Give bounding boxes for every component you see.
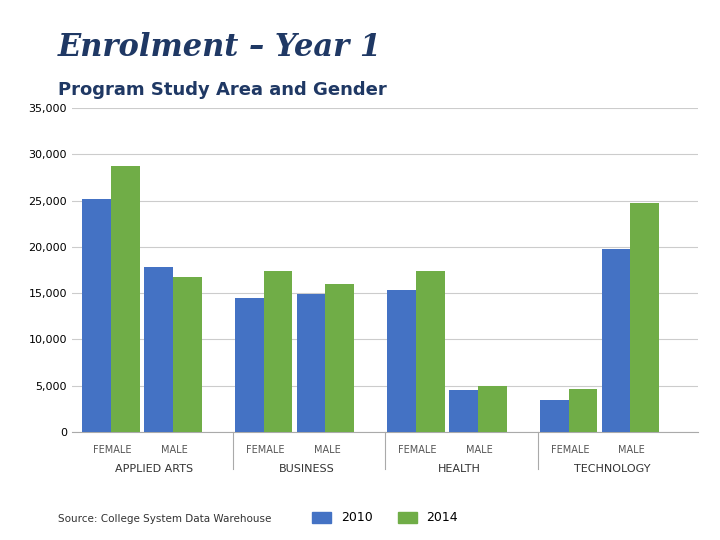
Text: FEMALE: FEMALE (246, 445, 284, 455)
Text: TECHNOLOGY: TECHNOLOGY (574, 464, 650, 475)
Bar (264, 271, 292, 432)
Bar (235, 298, 264, 432)
Bar (387, 291, 416, 432)
Bar (111, 166, 140, 432)
Bar (173, 278, 202, 432)
Text: MALE: MALE (618, 445, 645, 455)
Text: FEMALE: FEMALE (398, 445, 437, 455)
Bar (144, 267, 173, 432)
Bar (569, 389, 598, 432)
Text: MALE: MALE (161, 445, 188, 455)
Bar (631, 204, 660, 432)
Text: Enrolment – Year 1: Enrolment – Year 1 (58, 32, 382, 63)
Bar (325, 284, 354, 432)
Legend: 2010, 2014: 2010, 2014 (307, 507, 463, 529)
Bar (540, 400, 569, 432)
Bar (82, 199, 111, 432)
Text: FEMALE: FEMALE (551, 445, 589, 455)
Bar (449, 390, 478, 432)
Bar (601, 249, 631, 432)
Bar (478, 386, 507, 432)
Text: Source: College System Data Warehouse: Source: College System Data Warehouse (58, 514, 271, 524)
Text: Program Study Area and Gender: Program Study Area and Gender (58, 81, 387, 99)
Text: BUSINESS: BUSINESS (279, 464, 335, 475)
Text: MALE: MALE (313, 445, 341, 455)
Text: FEMALE: FEMALE (94, 445, 132, 455)
Bar (416, 271, 445, 432)
Text: HEALTH: HEALTH (438, 464, 481, 475)
Text: APPLIED ARTS: APPLIED ARTS (115, 464, 194, 475)
Text: MALE: MALE (466, 445, 492, 455)
Bar (297, 294, 325, 432)
